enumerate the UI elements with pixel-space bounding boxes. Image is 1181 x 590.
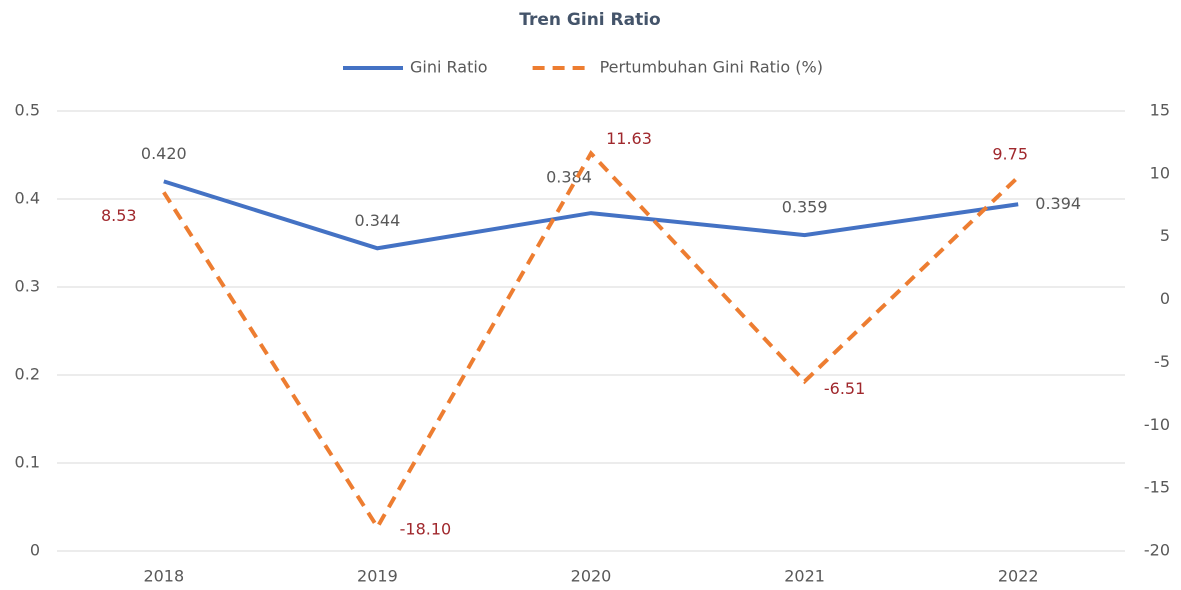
data-label: -6.51 xyxy=(824,379,865,398)
data-label: 8.53 xyxy=(101,206,137,225)
y-tick-label: 0 xyxy=(30,541,40,560)
data-label: 0.394 xyxy=(1035,194,1081,213)
y2-tick-label: -15 xyxy=(1144,478,1170,497)
series-line xyxy=(162,150,1020,531)
x-tick-label: 2019 xyxy=(357,567,398,586)
y2-tick-label: -20 xyxy=(1144,541,1170,560)
x-tick-label: 2018 xyxy=(143,567,184,586)
y2-tick-label: 10 xyxy=(1150,163,1170,182)
data-label: -18.10 xyxy=(400,520,452,539)
chart-title: Tren Gini Ratio xyxy=(519,10,661,30)
data-label: 0.384 xyxy=(546,168,592,187)
x-tick-label: 2020 xyxy=(571,567,612,586)
data-label: 0.359 xyxy=(782,198,828,217)
y-tick-label: 0.4 xyxy=(15,189,40,208)
y2-tick-label: -5 xyxy=(1154,352,1170,371)
x-tick-label: 2022 xyxy=(998,567,1039,586)
data-label: 9.75 xyxy=(992,145,1028,164)
data-label: 0.344 xyxy=(354,211,400,230)
x-tick-label: 2021 xyxy=(784,567,825,586)
data-label: 0.420 xyxy=(141,144,187,163)
y-tick-label: 0.1 xyxy=(15,453,40,472)
legend-label: Gini Ratio xyxy=(410,58,488,77)
legend-label: Pertumbuhan Gini Ratio (%) xyxy=(600,58,823,77)
data-label: 11.63 xyxy=(606,129,652,148)
series-line xyxy=(163,179,1019,251)
y2-tick-label: -10 xyxy=(1144,415,1170,434)
y-tick-label: 0.5 xyxy=(15,101,40,120)
y2-tick-label: 5 xyxy=(1160,226,1170,245)
y-tick-label: 0.2 xyxy=(15,365,40,384)
y2-tick-label: 15 xyxy=(1150,101,1170,120)
y2-tick-label: 0 xyxy=(1160,289,1170,308)
y-tick-label: 0.3 xyxy=(15,277,40,296)
